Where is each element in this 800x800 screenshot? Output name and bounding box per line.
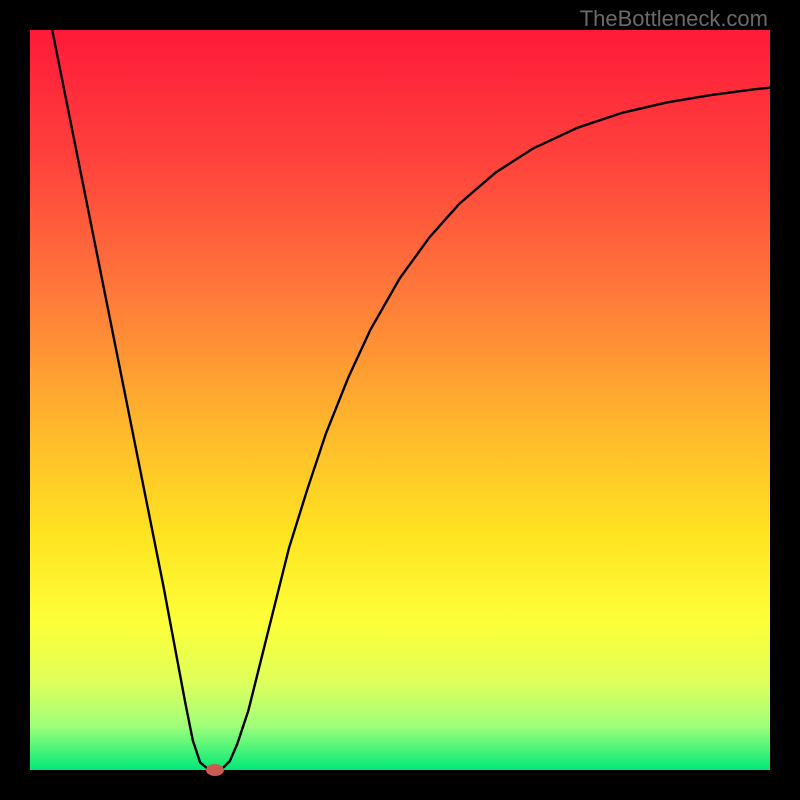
min-marker <box>206 764 224 776</box>
chart-container: TheBottleneck.com <box>0 0 800 800</box>
watermark-text: TheBottleneck.com <box>580 6 768 32</box>
watermark-label: TheBottleneck.com <box>580 6 768 31</box>
curve-line <box>30 30 770 770</box>
plot-area <box>30 30 770 770</box>
